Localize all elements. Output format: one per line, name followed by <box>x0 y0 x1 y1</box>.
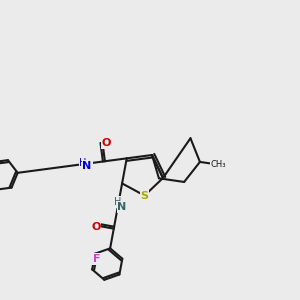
Text: O: O <box>102 138 111 148</box>
Text: O: O <box>91 222 101 232</box>
Text: S: S <box>140 190 148 201</box>
Text: N: N <box>118 202 127 212</box>
Text: H: H <box>114 197 122 207</box>
Text: N: N <box>82 161 92 171</box>
Text: CH₃: CH₃ <box>211 160 226 169</box>
Text: F: F <box>93 254 101 264</box>
Text: H: H <box>80 158 87 168</box>
